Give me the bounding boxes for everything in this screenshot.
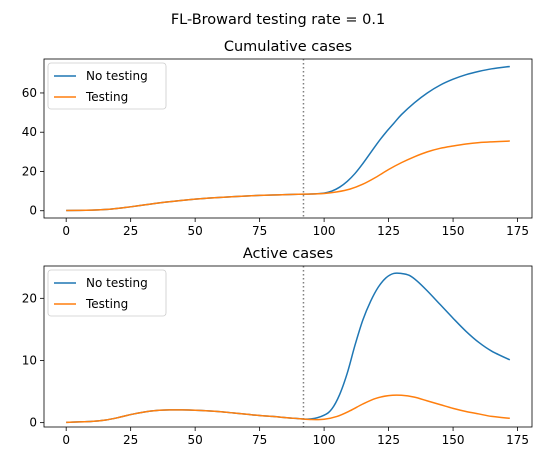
x-tick-label: 50 (188, 224, 203, 238)
axes-frame (43, 58, 533, 219)
x-tick-label: 175 (506, 433, 529, 447)
figure-suptitle: FL-Broward testing rate = 0.1 (171, 12, 385, 28)
y-tick-label: 40 (22, 125, 37, 139)
legend-label-no-testing: No testing (86, 69, 148, 83)
axes-frame (43, 265, 533, 428)
x-tick-label: 150 (442, 433, 465, 447)
panel-title: Active cases (243, 246, 333, 262)
x-tick-label: 25 (123, 224, 138, 238)
y-tick-label: 60 (22, 86, 37, 100)
x-tick-label: 0 (62, 224, 70, 238)
series-line-testing (66, 394, 510, 424)
y-tick-label: 10 (22, 353, 37, 367)
x-tick-label: 125 (377, 433, 400, 447)
x-tick-label: 25 (123, 433, 138, 447)
y-tick-label: 20 (22, 291, 37, 305)
x-tick-label: 50 (188, 433, 203, 447)
legend: No testing Testing (47, 62, 167, 110)
legend: No testing Testing (47, 269, 167, 317)
x-tick-label: 75 (252, 433, 267, 447)
legend-label-testing: Testing (85, 90, 128, 104)
x-tick-label: 150 (442, 224, 465, 238)
active-cases-panel: Active cases 0 25 50 75 100 125 150 175 0 10 20 No t… (22, 246, 533, 447)
y-tick-label: 0 (29, 204, 37, 218)
x-tick-label: 100 (313, 224, 336, 238)
x-tick-label: 0 (62, 433, 70, 447)
legend-box (47, 62, 167, 110)
legend-label-no-testing: No testing (86, 276, 148, 290)
series-line-testing (66, 140, 510, 212)
x-tick-label: 75 (252, 224, 267, 238)
x-tick-label: 125 (377, 224, 400, 238)
y-tick-label: 20 (22, 164, 37, 178)
x-tick-label: 100 (313, 433, 336, 447)
legend-box (47, 269, 167, 317)
x-tick-label: 175 (506, 224, 529, 238)
legend-label-testing: Testing (85, 297, 128, 311)
panel-title: Cumulative cases (224, 39, 352, 55)
y-tick-label: 0 (29, 416, 37, 430)
cumulative-cases-panel: Cumulative cases 0 25 50 75 100 125 150 175 0 20 40… (22, 39, 533, 238)
